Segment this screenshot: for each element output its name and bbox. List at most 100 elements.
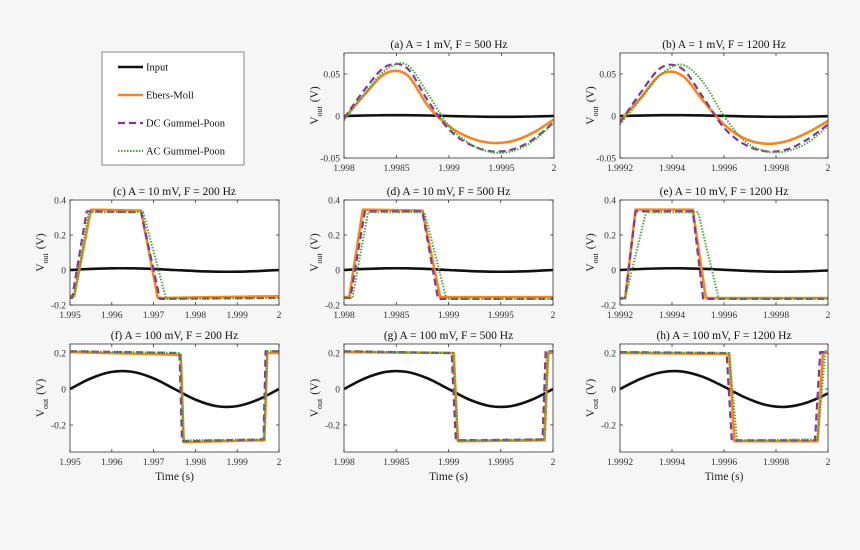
- y-tick-label: 0.4: [604, 197, 616, 207]
- y-label-subscript: out: [41, 252, 50, 263]
- x-tick-label: 2: [826, 458, 831, 468]
- x-tick-label: 1.998: [333, 458, 355, 468]
- x-axis-label: Time (s): [705, 471, 744, 483]
- subplot-d: (d) A = 10 mV, F = 500 Hz 1.998 1.9985 1.99…: [309, 186, 556, 321]
- legend-label-ac-gummel-poon: AC Gummel-Poon: [146, 147, 226, 158]
- subplot-h: (h) A = 100 mV, F = 1200 Hz 1.9992 1.9994 1…: [585, 330, 831, 483]
- plot-area: [344, 200, 553, 305]
- x-tick-label: 1.9998: [763, 164, 789, 174]
- y-axis-label: Vout (V): [585, 86, 600, 125]
- legend-box: [101, 51, 245, 166]
- plot-area: [620, 344, 828, 452]
- legend: Input Ebers-Moll DC Gummel-Poon AC Gummel-P…: [101, 51, 245, 166]
- y-tick-label: -0.2: [601, 422, 616, 432]
- series-input: [344, 113, 554, 119]
- x-tick-label: 1.998: [185, 458, 207, 468]
- series-dc-gummel-poon: [620, 351, 828, 442]
- x-tick-label: 1.996: [101, 311, 123, 321]
- y-label-symbol: V: [585, 116, 597, 125]
- x-tick-label: 1.999: [438, 458, 460, 468]
- y-axis-label: Vout (V): [35, 379, 50, 418]
- y-label-unit: (V): [35, 379, 47, 395]
- x-tick-label: 1.9996: [711, 164, 737, 174]
- plot-area: [620, 53, 828, 158]
- y-tick-label: 0.2: [328, 350, 340, 360]
- axes-frame: [69, 199, 280, 306]
- y-axis-label: Vout (V): [585, 233, 600, 272]
- y-tick-label: 0: [335, 386, 340, 396]
- y-tick-label: 0.05: [599, 71, 616, 81]
- series-ac-gummel-poon: [344, 211, 553, 300]
- subplot-title: (d) A = 10 mV, F = 500 Hz: [387, 186, 511, 198]
- x-tick-label: 1.9998: [763, 458, 789, 468]
- x-tick-label: 1.9995: [488, 164, 514, 174]
- y-label-subscript: out: [591, 252, 600, 263]
- subplot-g: (g) A = 100 mV, F = 500 Hz 1.998 1.9985 1.9…: [309, 330, 556, 483]
- series-ac-gummel-poon: [620, 63, 828, 154]
- y-axis-label: Vout (V): [35, 233, 50, 272]
- x-tick-label: 2: [551, 311, 556, 321]
- axes-frame: [619, 343, 829, 453]
- series-ac-gummel-poon: [70, 350, 279, 442]
- subplot-b: (b) A = 1 mV, F = 1200 Hz 1.9992 1.9994 1.9…: [585, 39, 831, 174]
- axes-frame: [343, 199, 554, 306]
- y-tick-label: 0.2: [328, 232, 340, 242]
- x-tick-label: 1.9985: [383, 311, 409, 321]
- y-tick-label: 0: [335, 267, 340, 277]
- x-tick-label: 1.998: [333, 311, 355, 321]
- series-dc-gummel-poon: [344, 62, 554, 153]
- x-tick-label: 1.9994: [659, 311, 685, 321]
- series-input: [70, 266, 279, 274]
- series-ac-gummel-poon: [344, 350, 553, 442]
- y-label-subscript: out: [315, 252, 324, 263]
- y-label-symbol: V: [309, 116, 321, 125]
- y-tick-label: 0: [61, 267, 66, 277]
- x-tick-label: 1.996: [101, 458, 123, 468]
- x-tick-label: 2: [277, 458, 282, 468]
- x-tick-label: 1.999: [438, 164, 460, 174]
- axes-frame: [619, 52, 829, 159]
- y-label-symbol: V: [309, 408, 321, 417]
- series-input: [620, 113, 828, 119]
- x-tick-label: 1.9985: [383, 164, 409, 174]
- series-ac-gummel-poon: [344, 62, 554, 154]
- x-tick-label: 1.9996: [711, 311, 737, 321]
- plot-area: [620, 200, 828, 305]
- subplot-e: (e) A = 10 mV, F = 1200 Hz 1.9992 1.9994 1.…: [585, 186, 831, 321]
- y-axis-label: Vout (V): [585, 379, 600, 418]
- x-tick-label: 1.995: [59, 458, 81, 468]
- x-tick-label: 1.9992: [607, 311, 633, 321]
- series-input: [344, 369, 553, 409]
- series-dc-gummel-poon: [620, 63, 828, 153]
- plot-area: [344, 53, 554, 158]
- plot-area: [70, 344, 279, 452]
- y-label-unit: (V): [585, 379, 597, 395]
- y-label-subscript: out: [41, 398, 50, 409]
- axes-frame: [343, 343, 554, 453]
- y-tick-label: -0.2: [51, 302, 66, 312]
- x-tick-label: 2: [552, 164, 557, 174]
- y-label-symbol: V: [35, 263, 47, 272]
- y-tick-label: 0: [611, 386, 616, 396]
- series-ac-gummel-poon: [70, 211, 279, 300]
- y-label-symbol: V: [309, 263, 321, 272]
- x-tick-label: 1.9998: [763, 311, 789, 321]
- y-tick-label: -0.2: [325, 422, 340, 432]
- y-tick-label: 0.05: [323, 71, 340, 81]
- x-tick-label: 1.999: [438, 311, 460, 321]
- axes-frame: [619, 199, 829, 306]
- x-tick-label: 1.997: [143, 311, 165, 321]
- y-label-subscript: out: [591, 105, 600, 116]
- axes-frame: [343, 52, 555, 159]
- x-tick-label: 1.9995: [488, 458, 514, 468]
- y-tick-label: 0: [335, 113, 340, 123]
- legend-label-dc-gummel-poon: DC Gummel-Poon: [146, 119, 226, 130]
- legend-label-ebers-moll: Ebers-Moll: [146, 91, 194, 102]
- x-tick-label: 1.9992: [607, 164, 633, 174]
- x-tick-label: 1.9996: [711, 458, 737, 468]
- x-tick-label: 1.9995: [488, 311, 514, 321]
- subplot-c: (c) A = 10 mV, F = 200 Hz 1.995 1.996 1.997…: [35, 186, 282, 321]
- y-tick-label: 0.4: [328, 197, 340, 207]
- y-label-unit: (V): [309, 233, 321, 249]
